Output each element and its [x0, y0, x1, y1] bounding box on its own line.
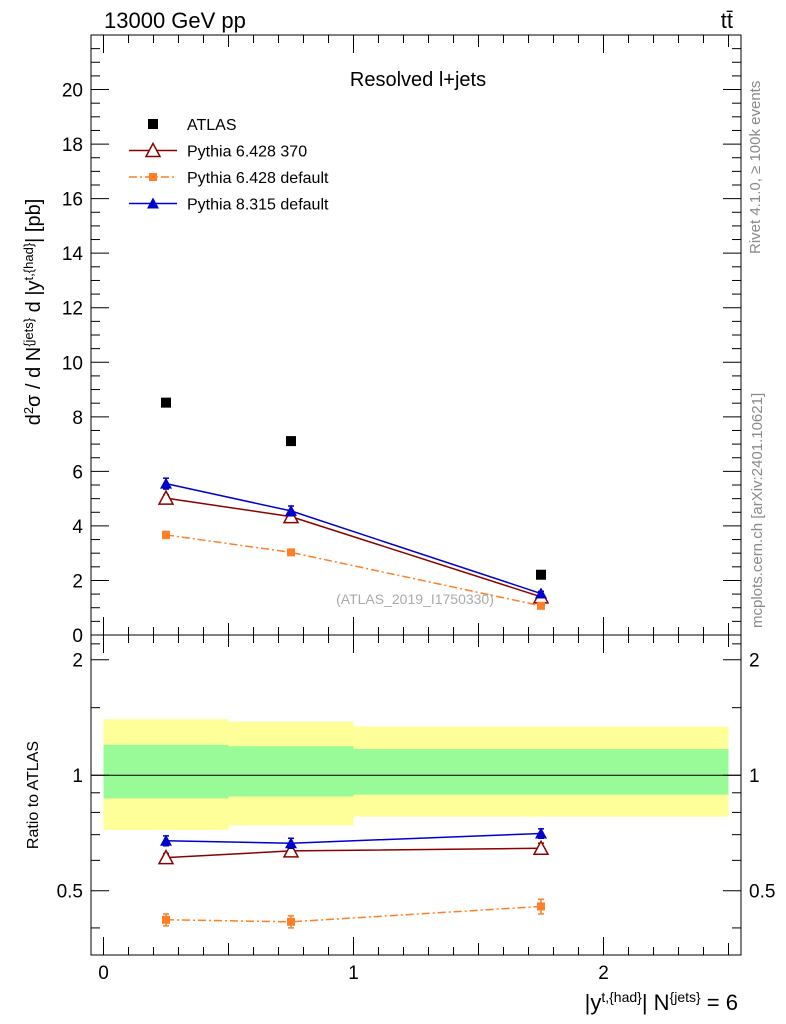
- x-axis-label: |yt,{had}| N{jets} = 6: [585, 989, 738, 1015]
- legend-label-pythia6_default: Pythia 6.428 default: [187, 170, 329, 187]
- main-y-tick-label: 14: [62, 244, 84, 265]
- main-point-pythia8_default: [160, 477, 172, 489]
- main-point-pythia6_default: [287, 548, 295, 557]
- rivet-label: Rivet 4.1.0, ≥ 100k events: [747, 81, 764, 254]
- ratio-point-pythia6_default: [537, 902, 545, 911]
- main-y-tick-label: 16: [62, 190, 83, 211]
- uncertainty-band-inner: [353, 749, 729, 795]
- main-y-axis-label: d2σ / d N{jets} d |yt,{had}| [pb]: [21, 199, 46, 426]
- ratio-y-tick-label: 2: [72, 651, 83, 672]
- ratio-line-pythia8_default: [165, 832, 542, 844]
- main-point-atlas: [286, 436, 296, 447]
- ratio-x-tick-label: 1: [348, 963, 359, 984]
- ratio-point-pythia6_default: [287, 917, 295, 926]
- main-y-tick-label: 2: [72, 571, 83, 592]
- ratio-frame: [90, 634, 742, 956]
- legend: ATLAS Pythia 6.428 370 Pythia 6.428 defaul…: [129, 117, 329, 214]
- watermark-label: (ATLAS_2019_I1750330): [336, 591, 494, 607]
- ratio-axes: 0.5 0.5 1 1 2 2 0 1 2: [57, 634, 775, 984]
- ratio-point-pythia6_370: [157, 849, 175, 865]
- ratio-y-tick-label-right: 1: [749, 766, 760, 787]
- main-point-atlas: [536, 569, 546, 580]
- main-y-tick-label: 6: [72, 462, 83, 483]
- ratio-line-pythia6_370: [165, 847, 542, 859]
- main-point-pythia8_default: [285, 504, 297, 516]
- main-axes: 0 2 4 6 8 10 12 14 16 18 20: [62, 34, 742, 647]
- main-y-tick-label: 20: [62, 81, 83, 102]
- energy-label: 13000 GeV pp: [104, 8, 246, 33]
- ratio-bands: [103, 719, 729, 830]
- uncertainty-band-inner: [103, 744, 229, 799]
- ratio-point-pythia6_default: [162, 915, 170, 924]
- mcplots-label: mcplots.cern.ch [arXiv:2401.10621]: [749, 393, 766, 628]
- main-point-pythia6_default: [162, 530, 170, 539]
- main-y-tick-label: 0: [72, 626, 83, 647]
- main-line-pythia6_370: [165, 497, 542, 598]
- legend-marker-pythia6_370: [144, 141, 162, 158]
- process-label: tt̄: [721, 8, 733, 33]
- ratio-x-tick-label: 0: [98, 963, 109, 984]
- main-point-pythia8_default: [535, 587, 547, 599]
- main-plot-marks: [157, 397, 550, 610]
- main-y-tick-label: 10: [62, 353, 83, 374]
- legend-label-atlas: ATLAS: [187, 117, 237, 134]
- legend-label-pythia6_370: Pythia 6.428 370: [187, 144, 307, 161]
- ratio-point-pythia6_370: [282, 842, 300, 858]
- ratio-point-pythia6_370: [532, 839, 550, 856]
- ratio-y-tick-label: 1: [72, 766, 83, 787]
- ratio-line-pythia6_default: [165, 905, 542, 923]
- legend-marker-pythia8_default: [147, 197, 159, 209]
- main-y-tick-label: 8: [72, 408, 83, 429]
- main-point-pythia6_default: [537, 601, 545, 610]
- ratio-y-tick-label: 0.5: [57, 882, 83, 903]
- legend-label-pythia8_default: Pythia 8.315 default: [187, 197, 329, 214]
- ratio-x-tick-label: 2: [598, 963, 609, 984]
- ratio-y-tick-label-right: 2: [749, 651, 760, 672]
- uncertainty-band-inner: [228, 746, 354, 797]
- main-line-pythia8_default: [165, 482, 542, 595]
- ratio-plot-marks: [157, 827, 550, 929]
- main-title: Resolved l+jets: [350, 69, 486, 91]
- main-y-tick-label: 18: [62, 135, 83, 156]
- main-y-tick-label: 12: [62, 299, 83, 320]
- legend-marker-atlas: [148, 119, 158, 129]
- ratio-y-axis-label: Ratio to ATLAS: [25, 741, 42, 849]
- ratio-point-pythia8_default: [535, 827, 547, 839]
- main-point-atlas: [161, 397, 171, 408]
- ratio-point-pythia8_default: [285, 837, 297, 849]
- main-point-pythia6_370: [157, 489, 175, 505]
- ratio-y-tick-label-right: 0.5: [749, 882, 775, 903]
- legend-marker-pythia6_default: [149, 173, 157, 181]
- main-y-tick-label: 4: [72, 517, 83, 538]
- ratio-point-pythia8_default: [160, 834, 172, 846]
